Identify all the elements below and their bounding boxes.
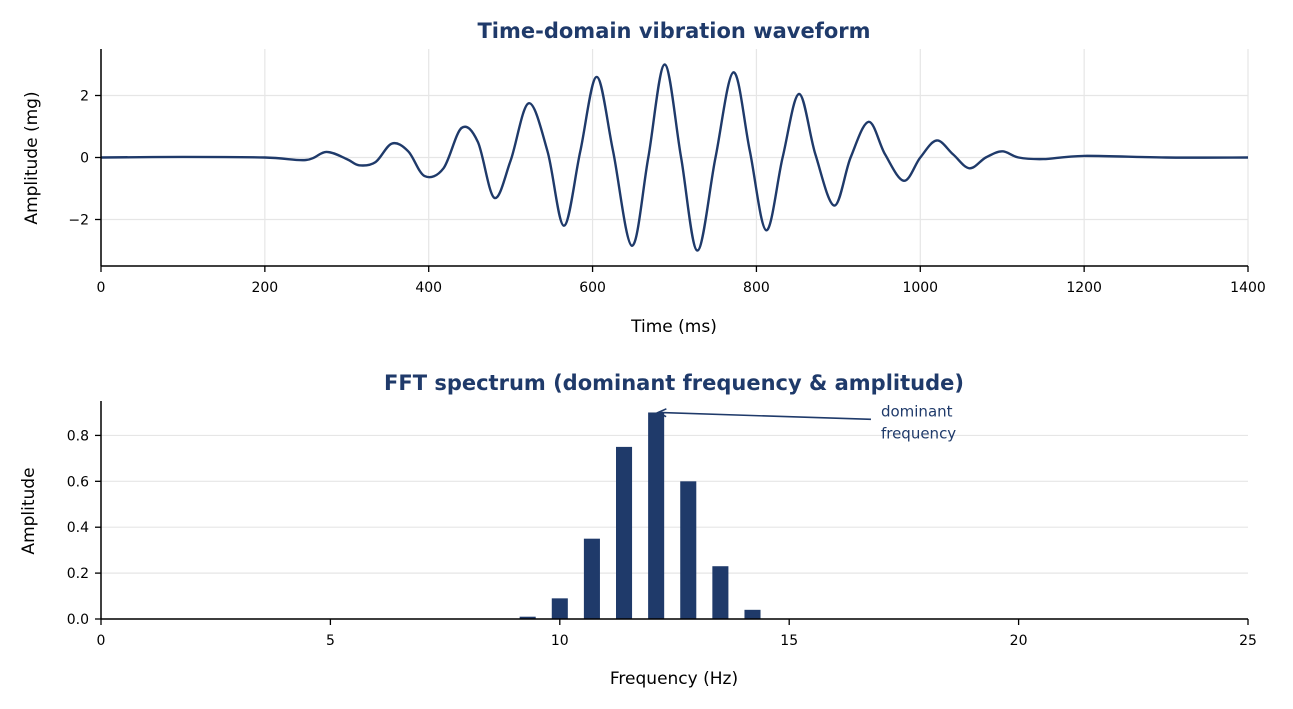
waveform-point	[884, 153, 886, 155]
waveform-point	[1017, 156, 1019, 158]
fft-x-tick-label: 10	[551, 633, 569, 649]
waveform-point	[1247, 156, 1249, 158]
waveform-point	[358, 164, 360, 166]
waveform-point	[1042, 158, 1044, 160]
waveform-point	[423, 175, 425, 177]
waveform-point	[391, 142, 393, 144]
annotation-text: dominant	[881, 402, 953, 420]
waveform-point	[765, 229, 767, 231]
annotation-arrowhead	[656, 408, 667, 418]
waveform-point	[696, 249, 698, 251]
fft-x-tick-label: 0	[97, 633, 106, 649]
waveform-line	[100, 63, 1249, 252]
waveform-x-axis-label: Time (ms)	[630, 317, 717, 337]
waveform-point	[264, 156, 266, 158]
waveform-point	[647, 156, 649, 158]
waveform-point	[680, 156, 682, 158]
waveform-point	[182, 156, 184, 158]
waveform-y-axis-label: Amplitude (mg)	[22, 91, 42, 224]
waveform-point	[477, 141, 479, 143]
fft-bar	[551, 598, 568, 619]
waveform-point	[781, 156, 783, 158]
waveform-point	[732, 71, 734, 73]
fft-y-tick-label: 0.2	[67, 566, 89, 582]
fft-x-tick-label: 25	[1239, 633, 1257, 649]
waveform-point	[346, 158, 348, 160]
waveform-point	[563, 225, 565, 227]
waveform-point	[935, 139, 937, 141]
waveform-y-tick-label: 2	[80, 89, 89, 105]
waveform-x-tick-label: 400	[415, 280, 442, 296]
waveform-point	[460, 127, 462, 129]
waveform-x-tick-label: 0	[97, 280, 106, 296]
fft-bar	[616, 446, 633, 619]
waveform-title: Time-domain vibration waveform	[477, 19, 870, 43]
waveform-x-tick-label: 1200	[1066, 280, 1102, 296]
waveform-point	[612, 150, 614, 152]
waveform-x-tick-label: 1000	[902, 280, 938, 296]
fft-bar	[519, 616, 536, 619]
waveform-point	[749, 150, 751, 152]
fft-title: FFT spectrum (dominant frequency & ampli…	[384, 371, 964, 395]
waveform-y-tick-label: 0	[80, 151, 89, 167]
fft-y-axis-label: Amplitude	[19, 467, 39, 554]
waveform-point	[849, 156, 851, 158]
waveform-point	[952, 153, 954, 155]
waveform-point	[546, 150, 548, 152]
waveform-point	[442, 167, 444, 169]
fft-bar	[680, 481, 697, 619]
waveform-point	[663, 63, 665, 65]
waveform-x-tick-label: 200	[251, 280, 278, 296]
waveform-point	[1165, 156, 1167, 158]
waveform-point	[595, 76, 597, 78]
waveform-point	[527, 102, 529, 104]
waveform-point	[903, 180, 905, 182]
waveform-point	[798, 93, 800, 95]
fft-y-tick-label: 0.6	[67, 474, 89, 490]
waveform-y-tick-label: −2	[68, 213, 89, 229]
waveform-point	[579, 150, 581, 152]
fft-bar	[712, 566, 729, 619]
waveform-point	[814, 153, 816, 155]
waveform-point	[919, 156, 921, 158]
fft-y-tick-label: 0.4	[67, 520, 89, 536]
fft-bar	[648, 412, 665, 619]
waveform-point	[1001, 150, 1003, 152]
fft-y-tick-label: 0.0	[67, 612, 89, 628]
waveform-point	[509, 159, 511, 161]
waveform-point	[407, 150, 409, 152]
fft-x-tick-label: 20	[1010, 633, 1028, 649]
waveform-panel: Time-domain vibration waveform Time (ms)…	[22, 19, 1266, 337]
waveform-point	[325, 151, 327, 153]
waveform-point	[833, 204, 835, 206]
waveform-point	[305, 159, 307, 161]
fft-bar	[583, 538, 600, 619]
fft-x-tick-label: 5	[326, 633, 335, 649]
waveform-point	[985, 156, 987, 158]
waveform-point	[867, 121, 869, 123]
fft-x-tick-label: 15	[780, 633, 798, 649]
waveform-point	[493, 197, 495, 199]
waveform-x-tick-label: 1400	[1230, 280, 1266, 296]
waveform-x-tick-label: 600	[579, 280, 606, 296]
fft-bar	[744, 609, 761, 619]
annotation-arrow	[658, 411, 871, 421]
fft-x-axis-label: Frequency (Hz)	[610, 669, 738, 689]
waveform-point	[631, 245, 633, 247]
waveform-point	[1083, 155, 1085, 157]
waveform-point	[374, 161, 376, 163]
fft-y-tick-label: 0.8	[67, 428, 89, 444]
fft-panel: FFT spectrum (dominant frequency & ampli…	[19, 371, 1257, 689]
waveform-point	[968, 167, 970, 169]
waveform-x-tick-label: 800	[743, 280, 770, 296]
waveform-point	[714, 156, 716, 158]
annotation-text: frequency	[881, 424, 956, 442]
